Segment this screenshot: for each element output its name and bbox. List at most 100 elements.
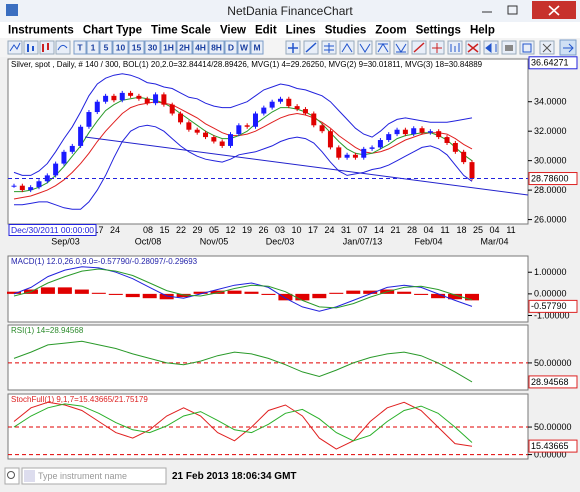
candle (36, 181, 42, 188)
timescale-button[interactable] (112, 40, 129, 55)
status-time: 21 Feb 2013 18:06:34 GMT (172, 471, 297, 482)
menu-item[interactable]: Lines (286, 25, 316, 37)
timescale-label: 4H (195, 42, 206, 52)
series-line (13, 266, 473, 312)
menu-item[interactable]: Zoom (375, 25, 406, 37)
timescale-button[interactable] (73, 40, 87, 55)
series-line (13, 73, 473, 176)
timescale-label: 10 (116, 42, 126, 52)
menu-item[interactable]: View (220, 25, 246, 37)
histogram-bar (448, 293, 463, 300)
x-tick-label: 03 (275, 225, 285, 235)
icon-button[interactable] (339, 40, 355, 55)
histogram-bar (57, 287, 72, 294)
histogram-bar (40, 287, 55, 294)
x-tick-label: 26 (258, 225, 268, 235)
series-line (14, 96, 473, 193)
icon-glyph (57, 44, 68, 51)
candle (419, 128, 425, 133)
search-button[interactable] (4, 467, 20, 485)
candle (111, 95, 117, 101)
menu-item[interactable]: Time Scale (151, 25, 211, 37)
icon-button[interactable] (393, 40, 409, 55)
candle (269, 101, 275, 108)
icon-glyph (563, 43, 574, 53)
icon-glyph (450, 43, 460, 52)
menu-item[interactable]: Chart Type (83, 25, 142, 37)
icon-glyph (42, 43, 49, 52)
icon-button[interactable] (357, 40, 373, 55)
x-tick-label: 11 (506, 225, 515, 235)
icon-button[interactable] (7, 40, 23, 55)
candle (252, 113, 258, 127)
y-tick-label: 0.00000 (534, 449, 567, 459)
instrument-input[interactable] (21, 467, 167, 485)
x-month-label: Mar/04 (480, 236, 508, 246)
candle (369, 147, 375, 149)
icon-glyph (359, 43, 371, 53)
icon-button[interactable] (55, 40, 71, 55)
candle (427, 131, 433, 133)
histogram-bar (193, 291, 208, 294)
candle (211, 137, 217, 142)
x-tick-label: 18 (456, 225, 466, 235)
histogram-bar (7, 291, 21, 294)
y-tick-label: 28.0000 (534, 185, 567, 195)
x-tick-label: 04 (423, 225, 433, 235)
candle (311, 113, 317, 126)
candle (411, 128, 417, 135)
timescale-button[interactable] (224, 40, 238, 55)
timescale-button[interactable] (237, 40, 251, 55)
x-tick-label: 04 (489, 225, 499, 235)
timescale-button[interactable] (208, 40, 225, 55)
timescale-label: T (77, 42, 83, 52)
candle (244, 125, 250, 127)
timescale-button[interactable] (192, 40, 209, 55)
candle (352, 154, 358, 158)
timescale-button[interactable] (128, 40, 145, 55)
icon-glyph (377, 43, 389, 53)
timescale-button[interactable] (86, 40, 100, 55)
icon-glyph (27, 44, 34, 52)
search-glyph (7, 471, 15, 479)
timescale-button[interactable] (176, 40, 193, 55)
menu-item[interactable]: Settings (416, 25, 461, 37)
y-tick-label: 32.0000 (534, 126, 567, 136)
candle (136, 95, 142, 99)
candle (261, 107, 267, 114)
panel-title: Silver, spot , Daily, # 140 / 300, BOL(1… (11, 60, 483, 69)
x-tick-label: 28 (407, 225, 417, 235)
candle (128, 92, 134, 96)
y-tick-label: 1.00000 (534, 267, 567, 277)
menu-item[interactable]: Instruments (8, 25, 74, 37)
menu-item[interactable]: Edit (255, 25, 277, 37)
x-tick-label: 05 (209, 225, 219, 235)
histogram-bar (125, 293, 140, 298)
icon-button[interactable] (23, 40, 39, 55)
candle (469, 162, 475, 179)
candle (203, 132, 209, 138)
icon-glyph (522, 43, 532, 53)
timescale-button[interactable] (144, 40, 161, 55)
candle (436, 131, 442, 138)
menu-item[interactable]: Help (470, 25, 495, 37)
x-month-label: Sep/03 (51, 236, 80, 246)
candle (61, 151, 67, 164)
timescale-label: M (253, 42, 260, 52)
value-label: 36.64271 (531, 58, 569, 68)
x-month-label: Dec/03 (266, 236, 295, 246)
y-tick-label: 50.00000 (534, 358, 572, 368)
timescale-label: 8H (211, 42, 222, 52)
menu-bar (0, 22, 580, 38)
timescale-button[interactable] (250, 40, 264, 55)
timescale-button[interactable] (160, 40, 177, 55)
candle (103, 95, 109, 102)
y-tick-label: 0.00000 (534, 289, 567, 299)
icon-glyph (542, 43, 552, 53)
timescale-button[interactable] (99, 40, 113, 55)
x-month-label: Jan/07/13 (343, 236, 383, 246)
menu-item[interactable]: Studies (325, 25, 367, 37)
x-tick-label: 08 (143, 225, 153, 235)
icon-glyph (395, 43, 407, 53)
y-tick-label: 30.0000 (534, 156, 567, 166)
